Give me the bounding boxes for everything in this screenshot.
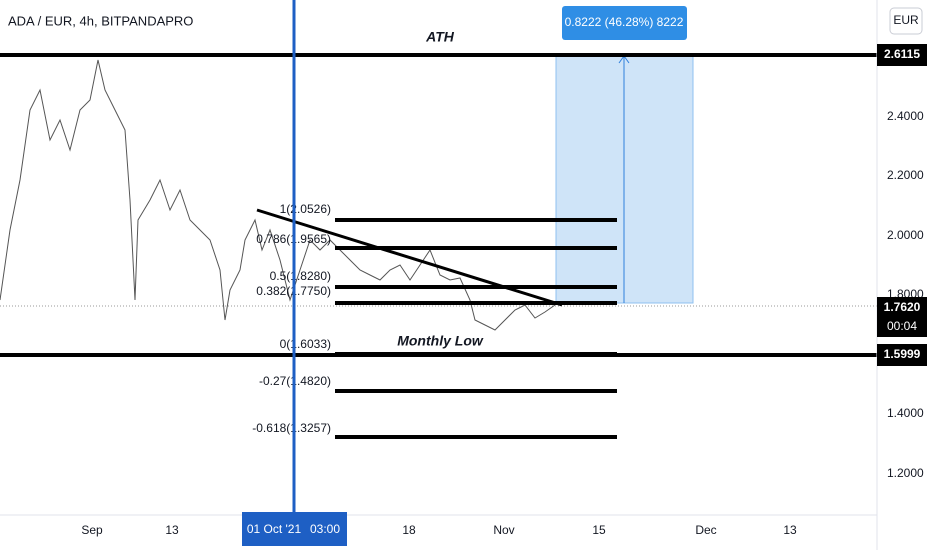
fib-label: 0.5(1.8280) [270, 269, 331, 283]
cursor-date-badge [242, 512, 347, 546]
time-label: 13 [783, 523, 797, 537]
time-label: 15 [592, 523, 606, 537]
fib-label: -0.618(1.3257) [252, 421, 331, 435]
price-label: 1.2000 [887, 466, 924, 480]
low-badge-text: 1.5999 [884, 347, 921, 361]
fib-label: 1(2.0526) [280, 202, 331, 216]
monthly-low-label: Monthly Low [397, 333, 484, 349]
fib-label: 0(1.6033) [280, 337, 331, 351]
countdown-text: 00:04 [887, 319, 917, 333]
time-label: Sep [81, 523, 103, 537]
trendline [256, 208, 563, 307]
ath-label: ATH [425, 29, 455, 45]
price-label: 1.4000 [887, 406, 924, 420]
ath-badge [877, 44, 927, 66]
cursor-date: 01 Oct '21 [247, 522, 302, 536]
last-price-text: 1.7620 [884, 300, 921, 314]
low-badge [877, 344, 927, 366]
cursor-time: 03:00 [310, 522, 340, 536]
time-label: Dec [695, 523, 716, 537]
price-series [0, 59, 556, 331]
time-label: 13 [165, 523, 179, 537]
time-label: Nov [493, 523, 514, 537]
ath-badge-text: 2.6115 [884, 47, 920, 61]
last-price-badge [877, 297, 927, 337]
currency-label[interactable]: EUR [893, 13, 919, 27]
price-label: 2.0000 [887, 228, 924, 242]
price-label: 2.4000 [887, 109, 924, 123]
symbol-title: ADA / EUR, 4h, BITPANDAPRO [8, 13, 193, 28]
measure-label-box [562, 6, 687, 40]
price-label: 2.2000 [887, 168, 924, 182]
time-label: 18 [402, 523, 416, 537]
currency-button[interactable] [889, 7, 923, 35]
measure-label: 0.8222 (46.28%) 8222 [565, 15, 684, 29]
